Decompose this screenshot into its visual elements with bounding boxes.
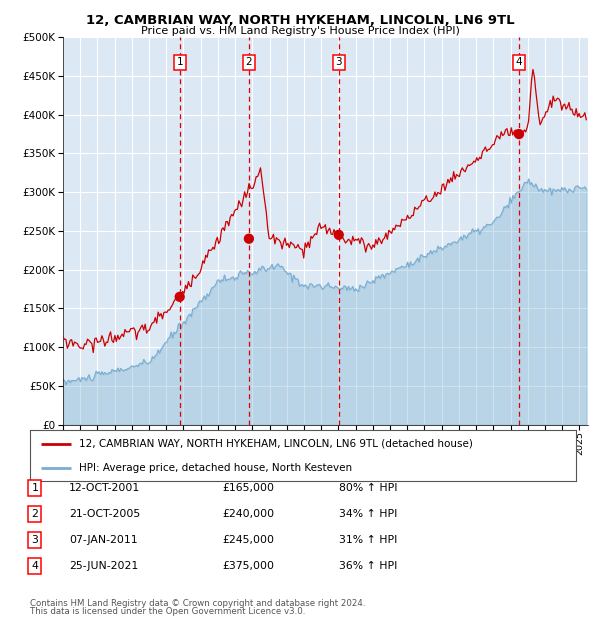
Point — [334, 230, 344, 240]
Point — [244, 234, 254, 244]
Point — [514, 129, 524, 139]
Text: 4: 4 — [515, 58, 522, 68]
Text: Contains HM Land Registry data © Crown copyright and database right 2024.: Contains HM Land Registry data © Crown c… — [30, 598, 365, 608]
Text: 12-OCT-2001: 12-OCT-2001 — [69, 483, 140, 493]
Text: Price paid vs. HM Land Registry's House Price Index (HPI): Price paid vs. HM Land Registry's House … — [140, 26, 460, 36]
Text: £165,000: £165,000 — [222, 483, 274, 493]
Text: 2: 2 — [245, 58, 252, 68]
Text: 2: 2 — [31, 509, 38, 519]
Text: 34% ↑ HPI: 34% ↑ HPI — [339, 509, 397, 519]
Text: 12, CAMBRIAN WAY, NORTH HYKEHAM, LINCOLN, LN6 9TL (detached house): 12, CAMBRIAN WAY, NORTH HYKEHAM, LINCOLN… — [79, 439, 473, 449]
Text: 25-JUN-2021: 25-JUN-2021 — [69, 561, 138, 571]
Text: 1: 1 — [31, 483, 38, 493]
Text: £375,000: £375,000 — [222, 561, 274, 571]
Text: 21-OCT-2005: 21-OCT-2005 — [69, 509, 140, 519]
Text: 31% ↑ HPI: 31% ↑ HPI — [339, 535, 397, 545]
Point — [175, 292, 185, 302]
Text: 3: 3 — [31, 535, 38, 545]
Text: 80% ↑ HPI: 80% ↑ HPI — [339, 483, 397, 493]
Text: £240,000: £240,000 — [222, 509, 274, 519]
Text: 3: 3 — [335, 58, 342, 68]
Text: 12, CAMBRIAN WAY, NORTH HYKEHAM, LINCOLN, LN6 9TL: 12, CAMBRIAN WAY, NORTH HYKEHAM, LINCOLN… — [86, 14, 514, 27]
Text: 1: 1 — [176, 58, 183, 68]
Text: This data is licensed under the Open Government Licence v3.0.: This data is licensed under the Open Gov… — [30, 606, 305, 616]
Text: £245,000: £245,000 — [222, 535, 274, 545]
Text: 36% ↑ HPI: 36% ↑ HPI — [339, 561, 397, 571]
Text: 07-JAN-2011: 07-JAN-2011 — [69, 535, 137, 545]
Text: HPI: Average price, detached house, North Kesteven: HPI: Average price, detached house, Nort… — [79, 463, 352, 473]
Text: 4: 4 — [31, 561, 38, 571]
